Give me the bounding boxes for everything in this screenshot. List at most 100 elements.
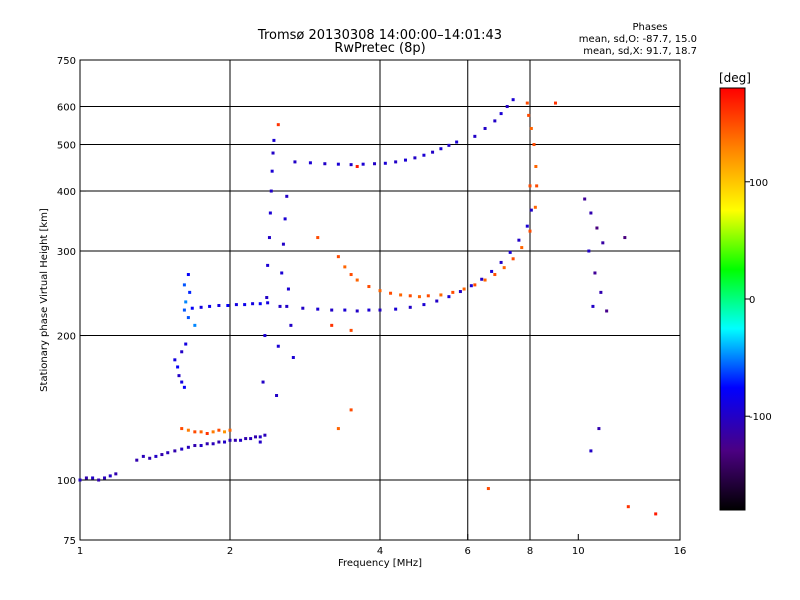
data-point: [483, 126, 487, 130]
data-point: [508, 250, 512, 254]
data-point: [473, 283, 477, 287]
data-point: [91, 476, 95, 480]
x-tick-label: 4: [377, 546, 383, 557]
data-point: [447, 295, 451, 299]
data-point: [205, 432, 209, 436]
data-point: [190, 306, 194, 310]
data-point: [228, 428, 232, 432]
data-point: [493, 119, 497, 123]
data-point: [528, 229, 532, 233]
data-point: [597, 427, 601, 431]
data-point: [263, 334, 267, 338]
data-point: [154, 454, 158, 458]
data-point: [435, 299, 439, 303]
data-point: [166, 451, 170, 455]
data-point: [486, 487, 490, 491]
data-point: [186, 445, 190, 449]
data-point: [193, 444, 197, 448]
data-point: [253, 435, 257, 439]
data-point: [223, 440, 227, 444]
x-tick-label: 8: [527, 546, 533, 557]
y-axis-ticks: 75 100 200 300 400 500 600 750: [57, 56, 86, 547]
data-point: [336, 255, 340, 259]
y-tick-label: 750: [57, 56, 76, 67]
data-point: [469, 284, 473, 288]
data-point: [243, 303, 247, 307]
data-point: [349, 163, 353, 167]
data-point: [188, 290, 192, 294]
data-point: [276, 123, 280, 127]
data-point: [525, 101, 529, 105]
data-point: [177, 374, 181, 378]
data-point: [258, 440, 262, 444]
data-point: [148, 456, 152, 460]
data-point: [599, 290, 603, 294]
data-point: [263, 433, 267, 437]
data-point: [223, 430, 227, 434]
data-point: [199, 305, 203, 309]
colorbar-ticks: 100 0 -100: [745, 178, 772, 423]
data-point: [180, 427, 184, 431]
data-point: [458, 290, 462, 294]
data-point: [272, 138, 276, 142]
data-point: [595, 226, 599, 230]
data-point: [293, 160, 297, 164]
data-point: [78, 478, 82, 482]
data-point: [529, 126, 533, 130]
data-point: [281, 242, 285, 246]
data-point: [184, 300, 188, 304]
data-point: [355, 278, 359, 282]
data-point: [283, 217, 287, 221]
data-point: [399, 293, 403, 297]
data-point: [233, 438, 237, 442]
data-point: [583, 197, 587, 201]
data-point: [286, 287, 290, 291]
data-point: [208, 304, 212, 308]
data-point: [480, 277, 484, 281]
data-point: [251, 302, 255, 306]
data-point: [234, 303, 238, 307]
x-tick-label: 1: [77, 546, 83, 557]
data-point: [176, 365, 180, 369]
x-tick-label: 16: [674, 546, 687, 557]
data-point: [589, 211, 593, 215]
data-point: [343, 265, 347, 269]
data-point: [534, 164, 538, 168]
x-tick-label: 10: [572, 546, 585, 557]
data-point: [217, 428, 221, 432]
data-point: [97, 478, 101, 482]
colorbar-tick-label: 0: [749, 295, 755, 306]
data-point: [180, 380, 184, 384]
data-point: [593, 271, 597, 275]
data-point: [278, 304, 282, 308]
colorbar-unit: [deg]: [719, 71, 751, 85]
data-point: [249, 437, 253, 441]
x-axis-label: Frequency [MHz]: [338, 558, 422, 569]
data-point: [217, 303, 221, 307]
data-point: [228, 438, 232, 442]
data-point: [422, 153, 426, 157]
data-point: [403, 158, 407, 162]
data-point: [330, 323, 334, 327]
data-point: [275, 394, 279, 398]
data-point: [239, 438, 243, 442]
data-point: [499, 112, 503, 116]
data-point: [527, 113, 531, 117]
data-point: [135, 458, 139, 462]
phases-mean-x: mean, sd,X: 91.7, 18.7: [583, 46, 697, 57]
data-point: [108, 474, 112, 478]
data-point: [226, 303, 230, 307]
y-tick-label: 400: [57, 187, 76, 198]
data-point: [383, 161, 387, 165]
data-point: [601, 241, 605, 245]
x-tick-label: 6: [465, 546, 471, 557]
data-point: [367, 308, 371, 312]
data-point: [336, 162, 340, 166]
data-point: [505, 105, 509, 109]
data-point: [211, 430, 215, 434]
data-point: [182, 385, 186, 389]
data-point: [394, 160, 398, 164]
data-point: [349, 273, 353, 277]
data-point: [426, 294, 430, 298]
